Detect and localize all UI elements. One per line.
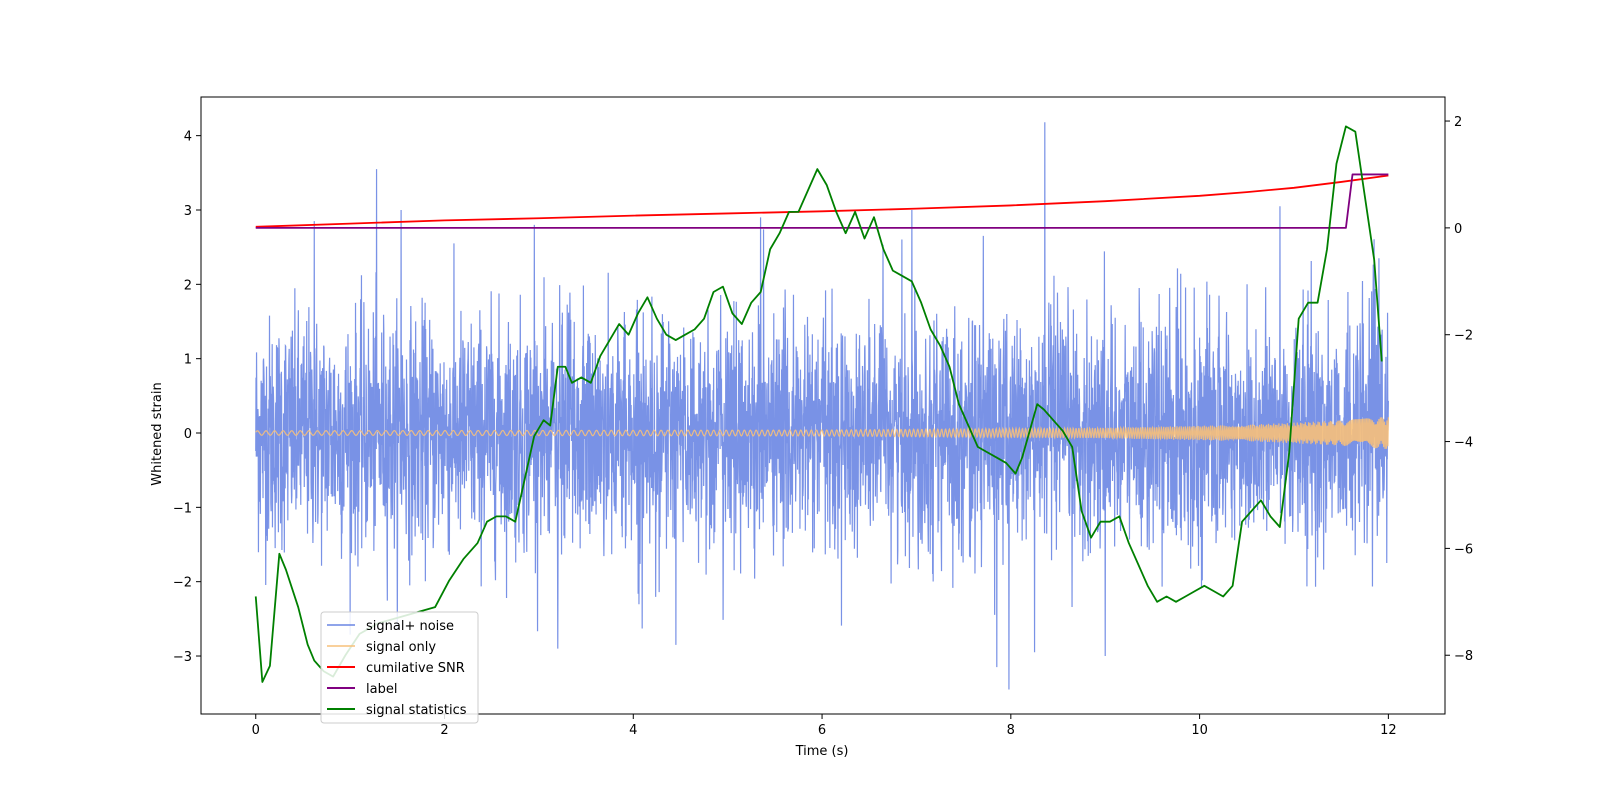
x-tick-label: 6: [818, 723, 826, 738]
x-tick-label: 8: [1007, 723, 1015, 738]
series-signal-statistics: [254, 125, 1383, 683]
legend-label-cumilative-snr: cumilative SNR: [366, 661, 465, 676]
x-tick-label: 0: [252, 723, 260, 738]
y2-tick-label: −6: [1454, 542, 1473, 557]
legend-label-signal-noise: signal+ noise: [366, 619, 454, 634]
legend: signal+ noise signal only cumilative SNR la…: [320, 611, 479, 724]
y-tick-label: 1: [184, 353, 192, 368]
legend-label-signal-only: signal only: [366, 640, 436, 655]
y2-tick-label: 0: [1454, 222, 1462, 237]
x-axis-label: Time (s): [795, 744, 849, 759]
y-tick-label: −2: [173, 576, 192, 591]
y-tick-label: 0: [184, 427, 192, 442]
y-axis-ticks: −3 −2 −1 0 1 2 3 4: [173, 130, 201, 665]
plot-frame: [200, 96, 1446, 715]
y2-tick-label: −4: [1454, 436, 1473, 451]
y2-axis-ticks: −8 −6 −4 −2 0 2: [1445, 115, 1473, 664]
x-tick-label: 12: [1380, 723, 1397, 738]
y-tick-label: −1: [173, 501, 192, 516]
y-tick-label: −3: [173, 650, 192, 665]
x-tick-label: 2: [440, 723, 448, 738]
y2-tick-label: −8: [1454, 649, 1473, 664]
y-tick-label: 2: [184, 278, 192, 293]
legend-box: [320, 611, 479, 724]
series-layer: [254, 122, 1389, 690]
x-tick-label: 4: [629, 723, 637, 738]
y-tick-label: 4: [184, 130, 192, 145]
y-axis-label: Whitened strain: [150, 382, 165, 485]
x-tick-label: 10: [1191, 723, 1208, 738]
legend-label-label: label: [366, 682, 397, 697]
series-cumilative-snr: [255, 174, 1389, 228]
y2-tick-label: 2: [1454, 115, 1462, 130]
series-signal-noise: [255, 122, 1389, 690]
y-tick-label: 3: [184, 204, 192, 219]
series-signal-only: [255, 417, 1389, 449]
series-label: [255, 173, 1389, 229]
y2-tick-label: −2: [1454, 329, 1473, 344]
legend-label-signal-statistics: signal statistics: [366, 703, 467, 718]
